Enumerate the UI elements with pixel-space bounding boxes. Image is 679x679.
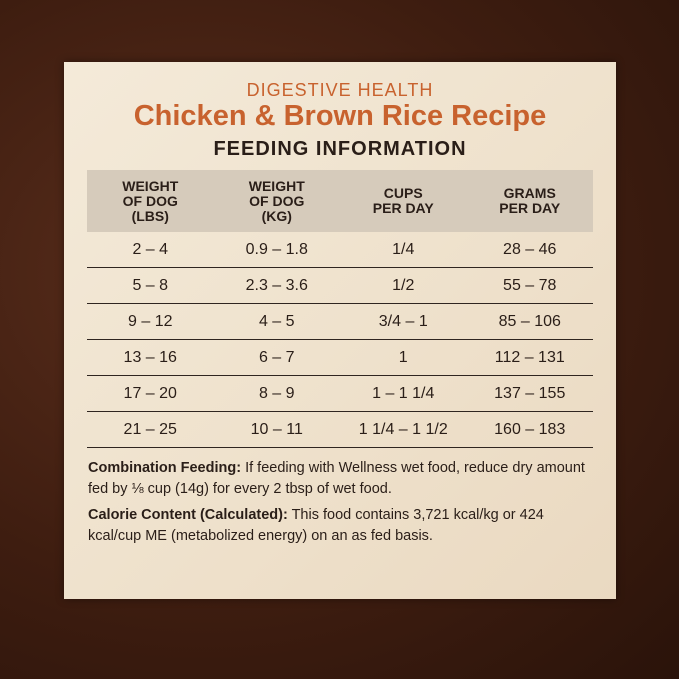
- feeding-card: DIGESTIVE HEALTH Chicken & Brown Rice Re…: [64, 62, 616, 599]
- combination-feeding-note: Combination Feeding: If feeding with Wel…: [88, 458, 588, 500]
- table-row: 21 – 25 10 – 11 1 1/4 – 1 1/2 160 – 183: [87, 412, 593, 448]
- header-line: (LBS): [131, 207, 169, 224]
- note-label: Calorie Content (Calculated):: [88, 507, 288, 523]
- note-text: This food contains 3,721 kcal/kg or 424 …: [88, 507, 544, 544]
- table-cell: 9 – 12: [128, 312, 173, 330]
- header-line: PER DAY: [499, 200, 561, 216]
- notes: Combination Feeding: If feeding with Wel…: [88, 458, 588, 552]
- header-line: WEIGHT: [122, 177, 179, 194]
- header-line: PER DAY: [372, 200, 434, 216]
- column-header: GRAMS PER DAY: [467, 170, 594, 232]
- header-line: GRAMS: [503, 185, 556, 201]
- table-cell: 137 – 155: [494, 384, 566, 402]
- column-header: WEIGHT OF DOG (LBS): [87, 170, 214, 232]
- table-cell: 13 – 16: [123, 348, 177, 366]
- table-row: 9 – 12 4 – 5 3/4 – 1 85 – 106: [87, 304, 593, 340]
- table-cell: 1 1/4 – 1 1/2: [358, 420, 448, 438]
- table-cell: 0.9 – 1.8: [245, 240, 308, 258]
- table-row: 5 – 8 2.3 – 3.6 1/2 55 – 78: [87, 268, 593, 304]
- header-line: OF DOG: [122, 192, 178, 209]
- note-label: Combination Feeding:: [88, 460, 242, 476]
- table-cell: 2.3 – 3.6: [245, 276, 308, 294]
- table-cell: 21 – 25: [123, 420, 177, 438]
- header-line: CUPS: [383, 185, 423, 201]
- table-cell: 2 – 4: [132, 240, 169, 258]
- table-header: WEIGHT OF DOG (LBS) WEIGHT OF DOG (KG) CUPS PER…: [87, 170, 593, 232]
- header-line: WEIGHT: [248, 177, 305, 194]
- table-cell: 17 – 20: [123, 384, 177, 402]
- table-cell: 28 – 46: [503, 240, 557, 258]
- table-cell: 85 – 106: [498, 312, 561, 330]
- note-text: If feeding with Wellness wet food, reduc…: [88, 460, 585, 497]
- calorie-content-note: Calorie Content (Calculated): This food …: [88, 505, 588, 547]
- header-line: (KG): [261, 207, 292, 224]
- product-line: DIGESTIVE HEALTH: [246, 80, 434, 100]
- table-cell: 6 – 7: [258, 348, 295, 366]
- table-cell: 1/2: [392, 276, 415, 294]
- column-header: WEIGHT OF DOG (KG): [214, 170, 341, 232]
- table-row: 17 – 20 8 – 9 1 – 1 1/4 137 – 155: [87, 376, 593, 412]
- table-cell: 4 – 5: [258, 312, 295, 330]
- table-cell: 8 – 9: [258, 384, 295, 402]
- recipe-title: Chicken & Brown Rice Recipe: [133, 100, 547, 132]
- table-row: 13 – 16 6 – 7 1 112 – 131: [87, 340, 593, 376]
- feeding-table: 2 – 4 0.9 – 1.8 1/4 28 – 46 5 – 8 2.3 – 3.6 1/…: [87, 232, 593, 448]
- table-cell: 5 – 8: [132, 276, 169, 294]
- table-cell: 1 – 1 1/4: [372, 384, 435, 402]
- column-header: CUPS PER DAY: [340, 170, 467, 232]
- table-row: 2 – 4 0.9 – 1.8 1/4 28 – 46: [87, 232, 593, 268]
- section-heading: FEEDING INFORMATION: [213, 138, 467, 160]
- table-cell: 10 – 11: [250, 420, 303, 438]
- table-cell: 160 – 183: [494, 420, 566, 438]
- table-cell: 1/4: [392, 240, 415, 258]
- table-cell: 3/4 – 1: [378, 312, 428, 330]
- table-cell: 1: [398, 348, 408, 366]
- table-cell: 55 – 78: [503, 276, 557, 294]
- table-cell: 112 – 131: [494, 348, 565, 366]
- header-line: OF DOG: [249, 192, 305, 209]
